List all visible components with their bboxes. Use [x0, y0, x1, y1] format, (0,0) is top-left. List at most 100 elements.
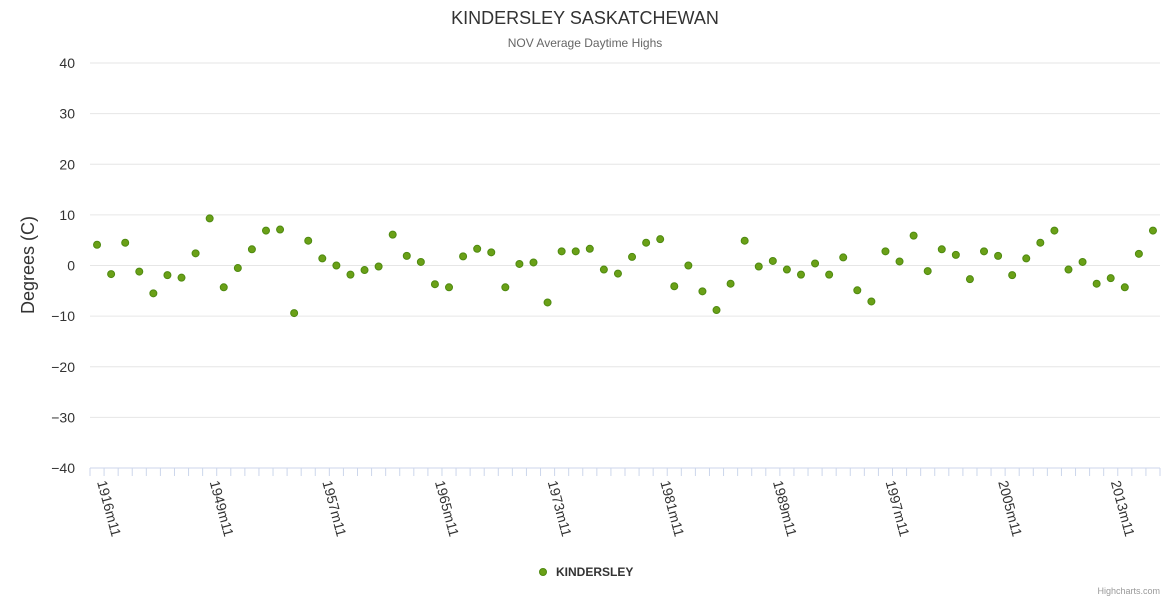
data-point[interactable]	[1064, 265, 1073, 274]
data-point[interactable]	[965, 275, 974, 284]
data-point[interactable]	[994, 251, 1003, 260]
x-tick-label: 1965m11	[432, 479, 462, 539]
x-axis-ticks: 1916m11 1949m11 1957m11 1965m11 1973m11 1981m…	[89, 468, 1161, 539]
data-point[interactable]	[571, 247, 580, 256]
data-point[interactable]	[937, 245, 946, 254]
data-point[interactable]	[205, 214, 214, 223]
data-point[interactable]	[599, 265, 608, 274]
data-point[interactable]	[740, 236, 749, 245]
legend[interactable]: KINDERSLEY	[539, 565, 634, 579]
data-point[interactable]	[557, 247, 566, 256]
data-point[interactable]	[726, 279, 735, 288]
x-tick-label: 1989m11	[770, 479, 800, 539]
data-point[interactable]	[374, 262, 383, 271]
y-axis-label: Degrees (C)	[18, 216, 38, 314]
data-point[interactable]	[149, 289, 158, 298]
data-point[interactable]	[796, 270, 805, 279]
data-point[interactable]	[304, 236, 313, 245]
data-point[interactable]	[416, 257, 425, 266]
y-tick-label: −10	[51, 308, 75, 324]
data-point[interactable]	[402, 251, 411, 260]
data-point[interactable]	[1036, 238, 1045, 247]
data-point[interactable]	[1050, 226, 1059, 235]
data-point[interactable]	[121, 238, 130, 247]
data-point[interactable]	[191, 249, 200, 258]
data-point[interactable]	[1078, 257, 1087, 266]
data-point[interactable]	[951, 250, 960, 259]
data-point[interactable]	[628, 252, 637, 261]
data-point[interactable]	[670, 282, 679, 291]
data-point[interactable]	[459, 252, 468, 261]
data-point[interactable]	[543, 298, 552, 307]
x-tick-label: 1981m11	[657, 479, 687, 539]
data-point[interactable]	[529, 258, 538, 267]
data-point[interactable]	[1092, 279, 1101, 288]
data-point[interactable]	[1134, 249, 1143, 258]
data-point[interactable]	[895, 257, 904, 266]
data-point[interactable]	[1008, 271, 1017, 280]
data-point[interactable]	[754, 262, 763, 271]
data-point[interactable]	[515, 259, 524, 268]
data-point[interactable]	[219, 283, 228, 292]
data-point[interactable]	[360, 266, 369, 275]
y-tick-label: 40	[59, 55, 75, 71]
data-point[interactable]	[388, 230, 397, 239]
data-point[interactable]	[980, 247, 989, 256]
data-point[interactable]	[276, 225, 285, 234]
data-point[interactable]	[135, 267, 144, 276]
y-axis-ticks: 40 30 20 10 0 −10 −20 −30 −40	[51, 55, 75, 476]
data-point[interactable]	[782, 265, 791, 274]
y-tick-label: 0	[67, 258, 75, 274]
data-point[interactable]	[698, 287, 707, 296]
data-point[interactable]	[909, 231, 918, 240]
data-point[interactable]	[656, 235, 665, 244]
data-point[interactable]	[881, 247, 890, 256]
data-point[interactable]	[1022, 254, 1031, 263]
data-point[interactable]	[768, 256, 777, 265]
data-point[interactable]	[107, 270, 116, 279]
data-point[interactable]	[712, 306, 721, 315]
x-tick-label: 2013m11	[1108, 479, 1138, 539]
data-point[interactable]	[247, 245, 256, 254]
data-point[interactable]	[853, 286, 862, 295]
data-point[interactable]	[1106, 274, 1115, 283]
data-point[interactable]	[318, 254, 327, 263]
data-point[interactable]	[867, 297, 876, 306]
data-point[interactable]	[1120, 283, 1129, 292]
data-point[interactable]	[445, 283, 454, 292]
chart-subtitle: NOV Average Daytime Highs	[508, 36, 663, 50]
data-point[interactable]	[346, 270, 355, 279]
data-point[interactable]	[430, 280, 439, 289]
data-point[interactable]	[585, 244, 594, 253]
data-point[interactable]	[473, 244, 482, 253]
gridlines	[90, 62, 1160, 418]
legend-label[interactable]: KINDERSLEY	[556, 565, 633, 579]
x-tick-label: 1997m11	[883, 479, 913, 539]
x-tick-label: 1949m11	[207, 479, 237, 539]
data-point[interactable]	[1148, 226, 1157, 235]
x-tick-label: 2005m11	[995, 479, 1025, 539]
data-point[interactable]	[825, 270, 834, 279]
data-point[interactable]	[93, 240, 102, 249]
x-tick-label: 1916m11	[94, 479, 124, 539]
data-point[interactable]	[487, 248, 496, 257]
y-tick-label: 20	[59, 156, 75, 172]
y-tick-label: −30	[51, 409, 75, 425]
data-point[interactable]	[177, 273, 186, 282]
data-point[interactable]	[233, 264, 242, 273]
data-point[interactable]	[642, 238, 651, 247]
data-point[interactable]	[684, 261, 693, 270]
data-point[interactable]	[163, 271, 172, 280]
data-point[interactable]	[811, 259, 820, 268]
credits-link[interactable]: Highcharts.com	[1097, 586, 1160, 596]
data-point[interactable]	[923, 267, 932, 276]
data-point[interactable]	[332, 261, 341, 270]
data-point[interactable]	[290, 309, 299, 318]
y-tick-label: −20	[51, 359, 75, 375]
data-point[interactable]	[839, 253, 848, 262]
data-point[interactable]	[613, 269, 622, 278]
data-point[interactable]	[261, 226, 270, 235]
y-tick-label: 10	[59, 207, 75, 223]
data-point[interactable]	[501, 283, 510, 292]
